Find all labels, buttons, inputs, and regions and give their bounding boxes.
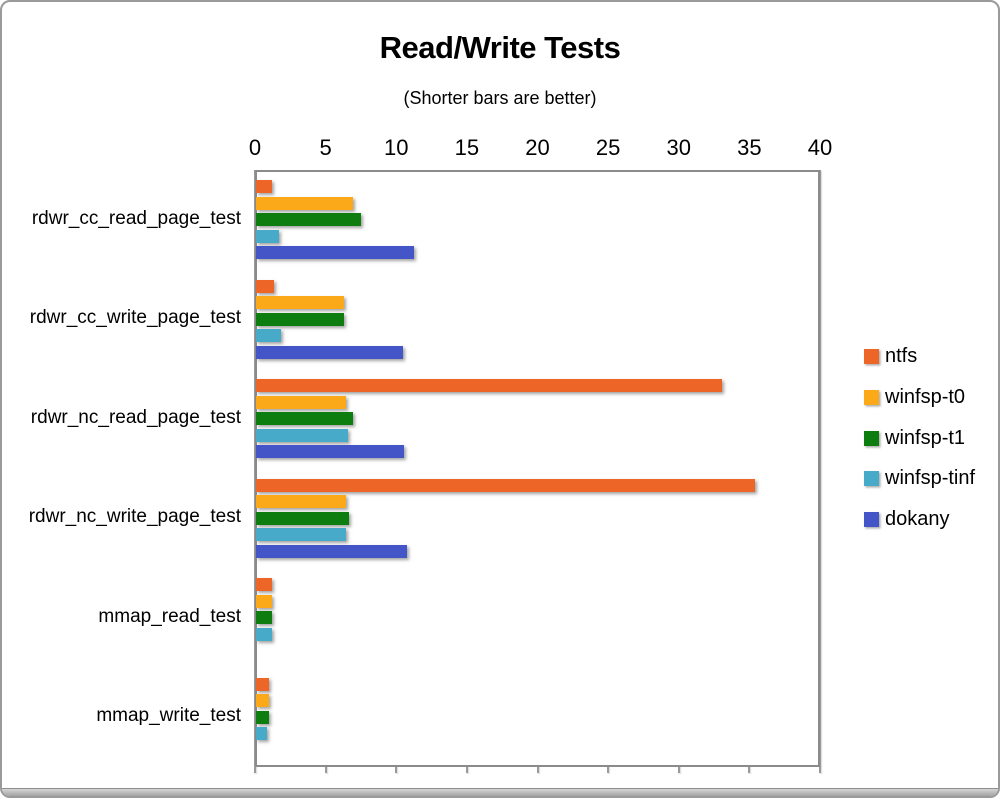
- x-axis-tick-label: 5: [319, 135, 332, 160]
- bar-winfsp-tinf: [256, 528, 347, 542]
- category-label: mmap_write_test: [96, 705, 241, 727]
- bar-dokany: [256, 445, 405, 459]
- x-axis-tick-label: 40: [807, 135, 833, 160]
- bar-winfsp-t0: [256, 495, 347, 509]
- x-axis-tick-label: 10: [384, 135, 409, 160]
- chart-title: Read/Write Tests: [379, 30, 621, 65]
- legend-item-winfsp-t0: winfsp-t0: [864, 386, 965, 409]
- gridline: [819, 170, 821, 773]
- bar-dokany: [256, 246, 415, 260]
- bar-ntfs: [256, 478, 755, 492]
- plot-area: [255, 170, 820, 767]
- bar-dokany: [256, 544, 408, 558]
- bar-ntfs: [256, 677, 269, 691]
- category-label: rdwr_cc_read_page_test: [31, 207, 241, 229]
- bar-winfsp-tinf: [256, 428, 348, 442]
- x-axis-tick-label: 35: [737, 135, 762, 160]
- legend-label: winfsp-t1: [885, 426, 966, 449]
- legend-swatch-icon: [864, 512, 879, 528]
- legend-item-ntfs: ntfs: [864, 345, 917, 368]
- x-axis-tick-label: 0: [248, 135, 262, 160]
- category-label: rdwr_nc_write_page_test: [28, 506, 241, 528]
- legend-swatch-icon: [864, 389, 879, 405]
- bar-winfsp-t1: [256, 213, 361, 227]
- bar-winfsp-t0: [256, 395, 347, 409]
- window-bottom-edge: [2, 788, 998, 796]
- bar-winfsp-t1: [256, 412, 354, 426]
- legend-item-dokany: dokany: [864, 508, 950, 531]
- bar-winfsp-t1: [256, 511, 350, 525]
- bar-winfsp-t1: [256, 710, 269, 724]
- bar-ntfs: [256, 578, 272, 592]
- bar-winfsp-t0: [256, 694, 269, 708]
- x-axis-tick-label: 20: [525, 135, 550, 160]
- bar-winfsp-t1: [256, 611, 272, 625]
- bar-ntfs: [256, 279, 275, 293]
- legend-label: dokany: [885, 508, 950, 531]
- bar-ntfs: [256, 379, 723, 393]
- bar-winfsp-tinf: [256, 627, 272, 641]
- legend-swatch-icon: [864, 430, 879, 446]
- bar-dokany: [256, 345, 403, 359]
- category-label: mmap_read_test: [98, 605, 241, 627]
- legend-item-winfsp-tinf: winfsp-tinf: [864, 467, 975, 490]
- legend-swatch-icon: [864, 349, 879, 364]
- category-label: rdwr_cc_write_page_test: [29, 307, 241, 329]
- legend-label: winfsp-t0: [885, 385, 966, 408]
- x-axis-tick-label: 15: [454, 135, 480, 160]
- legend-item-winfsp-t1: winfsp-t1: [864, 427, 965, 450]
- category-label: rdwr_nc_read_page_test: [30, 406, 241, 428]
- bar-winfsp-t0: [256, 296, 344, 310]
- legend-swatch-icon: [864, 471, 879, 487]
- x-axis-tick-label: 30: [666, 135, 691, 160]
- x-axis-tick-label: 25: [595, 135, 621, 160]
- bar-winfsp-t0: [256, 594, 272, 608]
- bar-ntfs: [256, 180, 272, 194]
- bar-winfsp-tinf: [256, 329, 282, 343]
- bar-winfsp-tinf: [256, 229, 279, 243]
- chart-subtitle: (Shorter bars are better): [403, 88, 597, 108]
- bar-winfsp-tinf: [256, 727, 268, 741]
- bar-winfsp-t1: [256, 312, 344, 326]
- bar-winfsp-t0: [256, 196, 354, 210]
- legend-label: winfsp-tinf: [885, 467, 976, 490]
- legend-label: ntfs: [885, 345, 918, 367]
